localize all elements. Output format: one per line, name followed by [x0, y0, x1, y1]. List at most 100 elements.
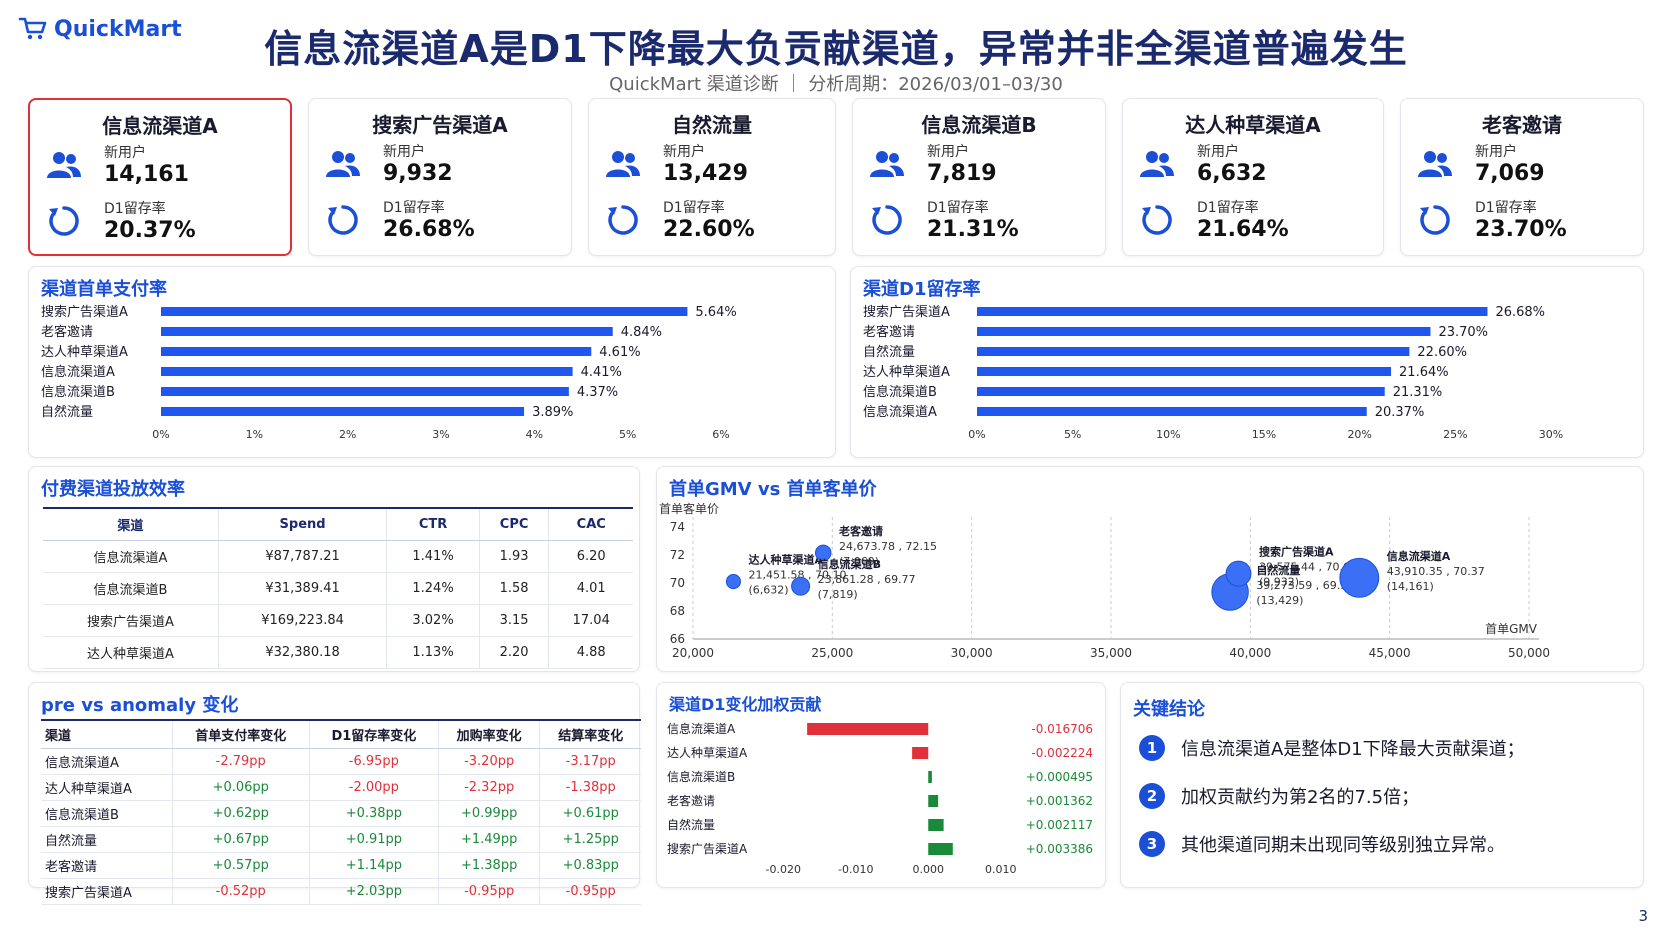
users-icon	[603, 144, 643, 184]
table-cell: 搜索广告渠道A	[43, 604, 219, 637]
kpi-new-users: 新用户 7,069	[1415, 141, 1545, 186]
x-tick-label: 45,000	[1369, 646, 1411, 660]
data-label: +0.000495	[1026, 770, 1093, 784]
bar	[977, 407, 1367, 416]
kpi-label: 新用户	[663, 144, 705, 160]
page-subtitle: QuickMart 渠道诊断 ｜ 分析周期：2026/03/01–03/30	[609, 74, 1063, 95]
bar	[977, 307, 1488, 316]
x-tick-label: 35,000	[1090, 646, 1132, 660]
kpi-value: 20.37%	[104, 218, 196, 243]
data-label: 26.68%	[1495, 305, 1545, 320]
table-cell: 达人种草渠道A	[41, 774, 173, 801]
category-label: 自然流量	[667, 817, 715, 832]
category-label: 信息流渠道A	[41, 364, 115, 380]
bubble-size: (6,632)	[748, 584, 788, 597]
data-label: 4.84%	[621, 325, 662, 340]
kpi-card: 老客邀请 新用户 7,069 D1留存率 23.70%	[1400, 98, 1644, 256]
table-cell: +0.99pp	[438, 800, 541, 827]
column-header: 首单支付率变化	[172, 719, 310, 749]
bar	[928, 795, 939, 807]
conclusion-text: 信息流渠道A是整体D1下降最大贡献渠道；	[1181, 739, 1525, 760]
kpi-retention: D1留存率 20.37%	[44, 198, 196, 243]
bubble	[1339, 557, 1380, 598]
data-label: 3.89%	[532, 405, 573, 420]
tick-label: -0.020	[766, 863, 801, 876]
tick-label: 0%	[152, 428, 169, 441]
users-icon	[323, 144, 363, 184]
bar	[161, 407, 525, 416]
kpi-label: D1留存率	[1475, 200, 1537, 216]
bubble-value: 21,451.58 , 70.10	[748, 569, 846, 582]
table-cell: +0.83pp	[539, 852, 641, 879]
data-label: 4.37%	[577, 385, 618, 400]
kpi-card: 信息流渠道A 新用户 14,161 D1留存率 20.37%	[28, 98, 292, 256]
bubble-size: (7,819)	[818, 588, 858, 601]
kpi-value: 6,632	[1197, 161, 1267, 186]
table-cell: -2.79pp	[172, 748, 310, 775]
tick-label: 4%	[526, 428, 543, 441]
refresh-icon	[867, 200, 907, 240]
kpi-retention: D1留存率 21.64%	[1137, 197, 1289, 242]
category-label: 搜索广告渠道A	[863, 305, 950, 320]
table-cell: 3.15	[479, 604, 550, 637]
y-tick-label: 72	[670, 548, 685, 562]
data-label: +0.002117	[1026, 818, 1093, 832]
table-row: 信息流渠道B ¥31,389.41 1.24% 1.58 4.01	[43, 572, 633, 605]
kpi-value: 23.70%	[1475, 217, 1567, 242]
table-cell: -0.95pp	[539, 878, 641, 905]
bubble	[1225, 560, 1252, 587]
table-cell: 1.13%	[386, 636, 480, 669]
bubble-value: 39,575.44 , 70.67	[1259, 561, 1357, 574]
table-cell: +2.03pp	[309, 878, 439, 905]
table-cell: 信息流渠道A	[43, 540, 219, 573]
refresh-icon	[1137, 200, 1177, 240]
table-cell: +0.67pp	[172, 826, 310, 853]
table-cell: -2.00pp	[309, 774, 439, 801]
table-row: 信息流渠道A -2.79pp -6.95pp -3.20pp -3.17pp	[41, 748, 641, 775]
tick-label: 1%	[246, 428, 263, 441]
table-cell: -3.20pp	[438, 748, 541, 775]
tick-label: 2%	[339, 428, 356, 441]
kpi-new-users: 新用户 13,429	[603, 141, 748, 186]
bubble-size: (14,161)	[1387, 580, 1434, 593]
data-label: -0.002224	[1031, 746, 1093, 760]
table-cell: 信息流渠道B	[41, 800, 173, 827]
tick-label: 0%	[968, 428, 985, 441]
data-label: 4.41%	[581, 365, 622, 380]
category-label: 搜索广告渠道A	[667, 841, 748, 856]
data-label: -0.016706	[1031, 722, 1093, 736]
bubble-size: (7,069)	[839, 555, 879, 568]
x-tick-label: 20,000	[672, 646, 714, 660]
number-badge: 1	[1139, 735, 1165, 761]
data-label: 20.37%	[1375, 405, 1425, 420]
kpi-new-users: 新用户 6,632	[1137, 141, 1267, 186]
table-cell: 17.04	[548, 604, 633, 637]
kpi-card: 信息流渠道B 新用户 7,819 D1留存率 21.31%	[852, 98, 1106, 256]
users-icon	[44, 145, 84, 185]
kpi-card: 自然流量 新用户 13,429 D1留存率 22.60%	[588, 98, 836, 256]
column-header: CTR	[386, 507, 480, 541]
table-row: 搜索广告渠道A -0.52pp +2.03pp -0.95pp -0.95pp	[41, 878, 641, 905]
kpi-retention: D1留存率 26.68%	[323, 197, 475, 242]
category-label: 达人种草渠道A	[667, 746, 748, 760]
bar	[928, 771, 932, 783]
table-row: 信息流渠道A ¥87,787.21 1.41% 1.93 6.20	[43, 540, 633, 573]
conclusions-panel: 关键结论 1 信息流渠道A是整体D1下降最大贡献渠道； 2 加权贡献约为第2名的…	[1120, 682, 1644, 888]
bubble-value: 23,861.28 , 69.77	[818, 573, 916, 586]
table-cell: 信息流渠道B	[43, 572, 219, 605]
table-cell: 1.24%	[386, 572, 480, 605]
bar	[807, 723, 929, 735]
tick-label: 30%	[1539, 428, 1563, 441]
number-badge: 3	[1139, 831, 1165, 857]
kpi-retention: D1留存率 21.31%	[867, 197, 1019, 242]
kpi-value: 13,429	[663, 161, 748, 186]
paid-efficiency-panel: 付费渠道投放效率 渠道 Spend CTR CPC CAC 信息流渠道A ¥87,787.2…	[28, 466, 640, 672]
tick-label: 5%	[1064, 428, 1081, 441]
table-cell: 搜索广告渠道A	[41, 878, 173, 905]
data-label: 23.70%	[1438, 325, 1488, 340]
table-cell: +0.91pp	[309, 826, 439, 853]
kpi-retention: D1留存率 22.60%	[603, 197, 755, 242]
table-cell: -3.17pp	[539, 748, 641, 775]
gmv-scatter-title: 首单GMV vs 首单客单价	[669, 479, 877, 500]
bubble-name: 搜索广告渠道A	[1259, 545, 1334, 559]
